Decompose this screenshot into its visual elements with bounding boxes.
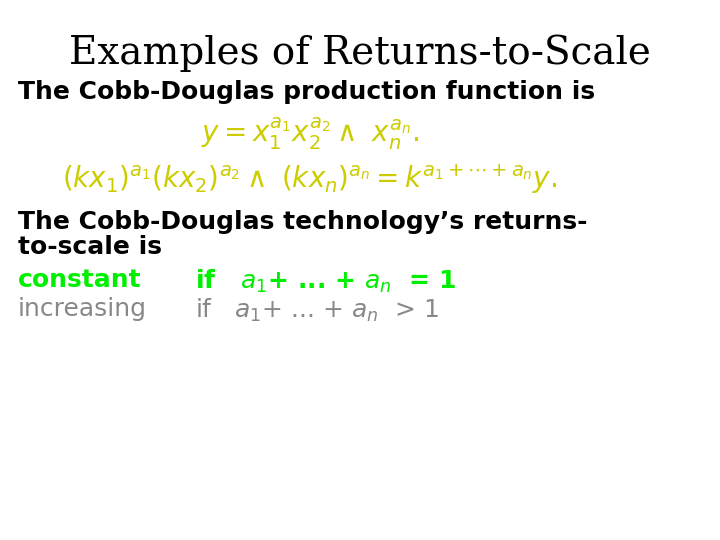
Text: increasing: increasing <box>18 297 147 321</box>
Text: The Cobb-Douglas technology’s returns-: The Cobb-Douglas technology’s returns- <box>18 210 588 234</box>
Text: $y = x_1^{a_1}x_2^{a_2}\wedge\ x_n^{a_n}.$: $y = x_1^{a_1}x_2^{a_2}\wedge\ x_n^{a_n}… <box>201 115 419 152</box>
Text: Examples of Returns-to-Scale: Examples of Returns-to-Scale <box>69 35 651 72</box>
Text: if   $a_1$+ ... + $a_n$  > 1: if $a_1$+ ... + $a_n$ > 1 <box>195 297 439 324</box>
Text: constant: constant <box>18 268 142 292</box>
Text: $(kx_1)^{a_1}(kx_2)^{a_2}\wedge\ (kx_n)^{a_n} = k^{a_1+\cdots+a_n}y.$: $(kx_1)^{a_1}(kx_2)^{a_2}\wedge\ (kx_n)^… <box>63 162 557 196</box>
Text: if   $a_1$+ ... + $a_n$  = 1: if $a_1$+ ... + $a_n$ = 1 <box>195 268 456 295</box>
Text: The Cobb-Douglas production function is: The Cobb-Douglas production function is <box>18 80 595 104</box>
Text: to-scale is: to-scale is <box>18 235 162 259</box>
